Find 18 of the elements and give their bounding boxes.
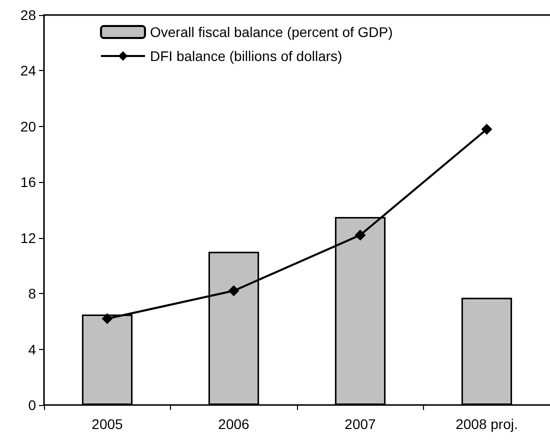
point (481, 124, 492, 135)
point (354, 230, 366, 241)
legend-label: DFI balance (billions of dollars) (150, 48, 342, 64)
y-tick-label: 4 (28, 341, 36, 358)
point (228, 285, 240, 296)
y-tick-label: 16 (20, 174, 36, 190)
y-tick-label: 20 (20, 118, 36, 134)
y-tick-label: 0 (28, 397, 36, 413)
y-tick-label: 24 (20, 62, 36, 79)
y-tick-label: 28 (20, 7, 36, 23)
legend-label: Overall fiscal balance (percent of GDP) (150, 24, 393, 40)
x-tick-label: 2005 (92, 416, 124, 432)
y-tick-label: 12 (20, 230, 36, 246)
x-tick-label: 2006 (218, 416, 250, 432)
x-tick-label: 2007 (344, 416, 376, 432)
y-tick-label: 8 (28, 286, 36, 302)
x-tick-label: 2008 proj. (456, 416, 518, 432)
point (102, 313, 113, 324)
